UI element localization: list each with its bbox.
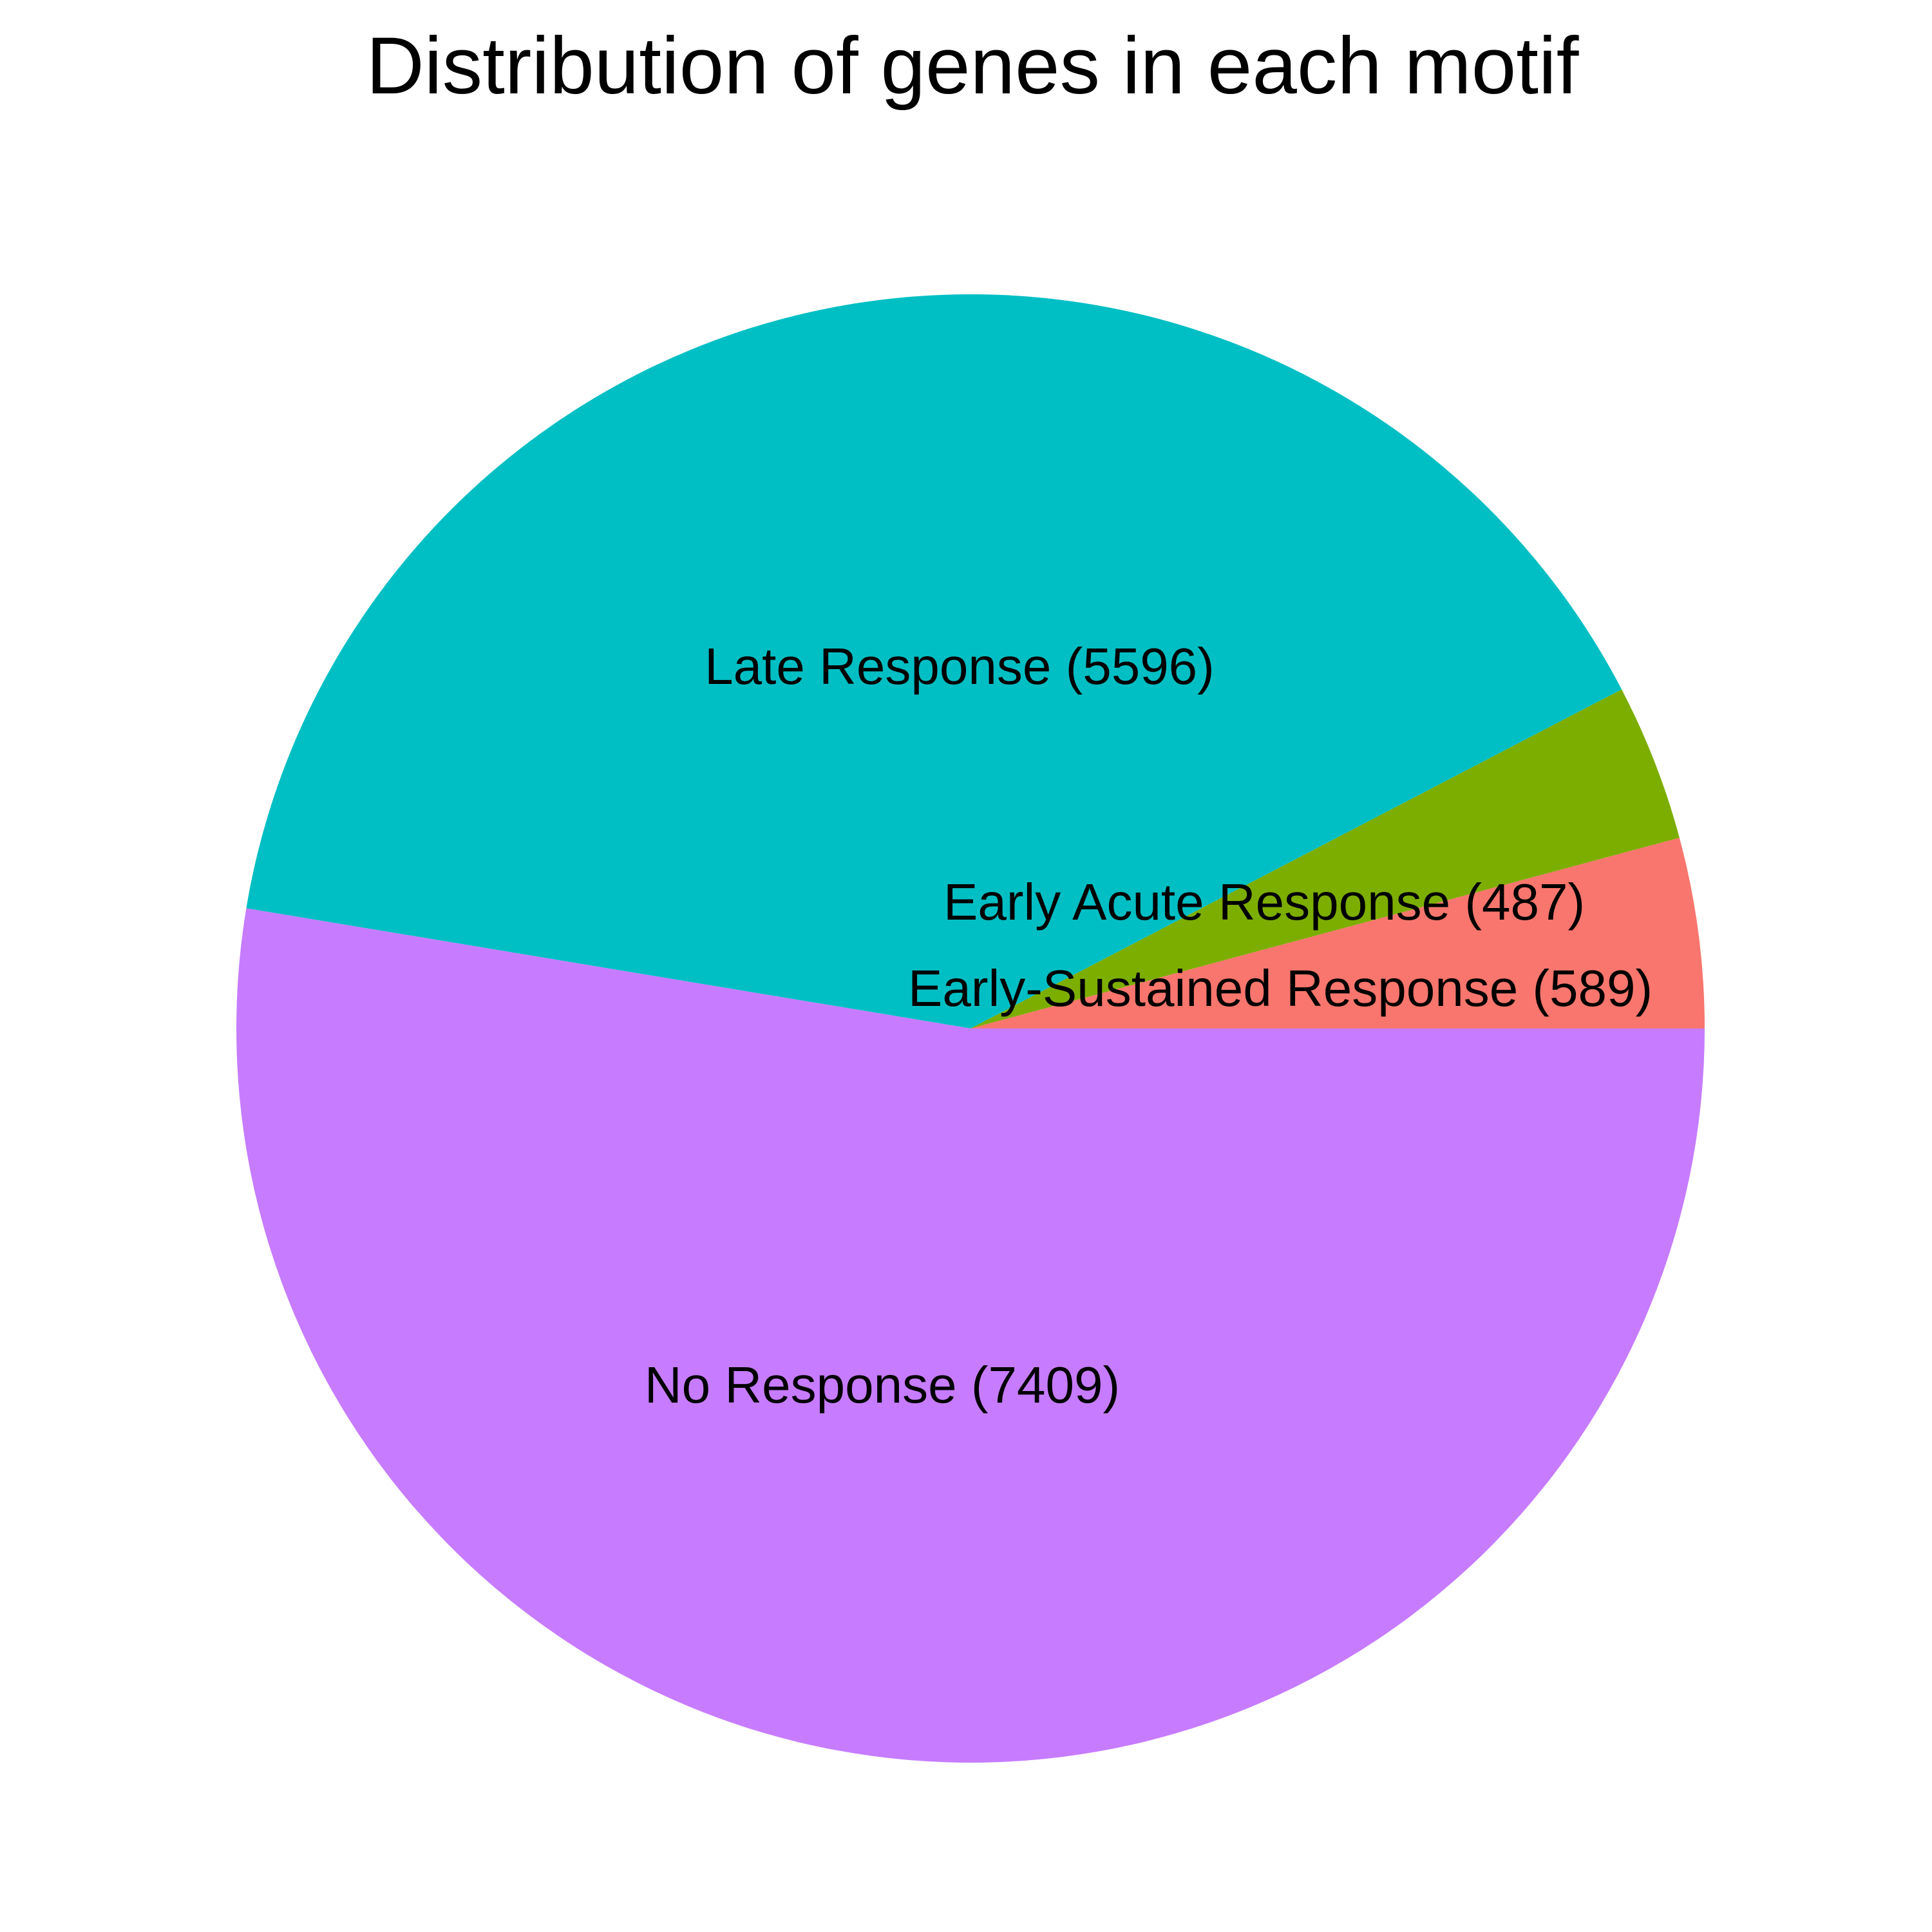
slice-label-early-acute-response: Early Acute Response (487)	[943, 873, 1585, 931]
chart-title: Distribution of genes in each motif	[366, 21, 1579, 111]
pie-slice-late-response	[246, 294, 1622, 1029]
slice-label-early-sustained-response: Early-Sustained Response (589)	[908, 960, 1653, 1017]
pie-slice-early-sustained-response	[971, 837, 1705, 1028]
slice-label-late-response: Late Response (5596)	[705, 638, 1215, 695]
pie-slices	[236, 294, 1705, 1763]
pie-slice-early-acute-response	[971, 689, 1680, 1028]
pie-slice-no-response	[236, 908, 1705, 1763]
slice-label-no-response: No Response (7409)	[645, 1356, 1120, 1414]
slice-labels: Early-Sustained Response (589) Early Acut…	[645, 638, 1653, 1414]
